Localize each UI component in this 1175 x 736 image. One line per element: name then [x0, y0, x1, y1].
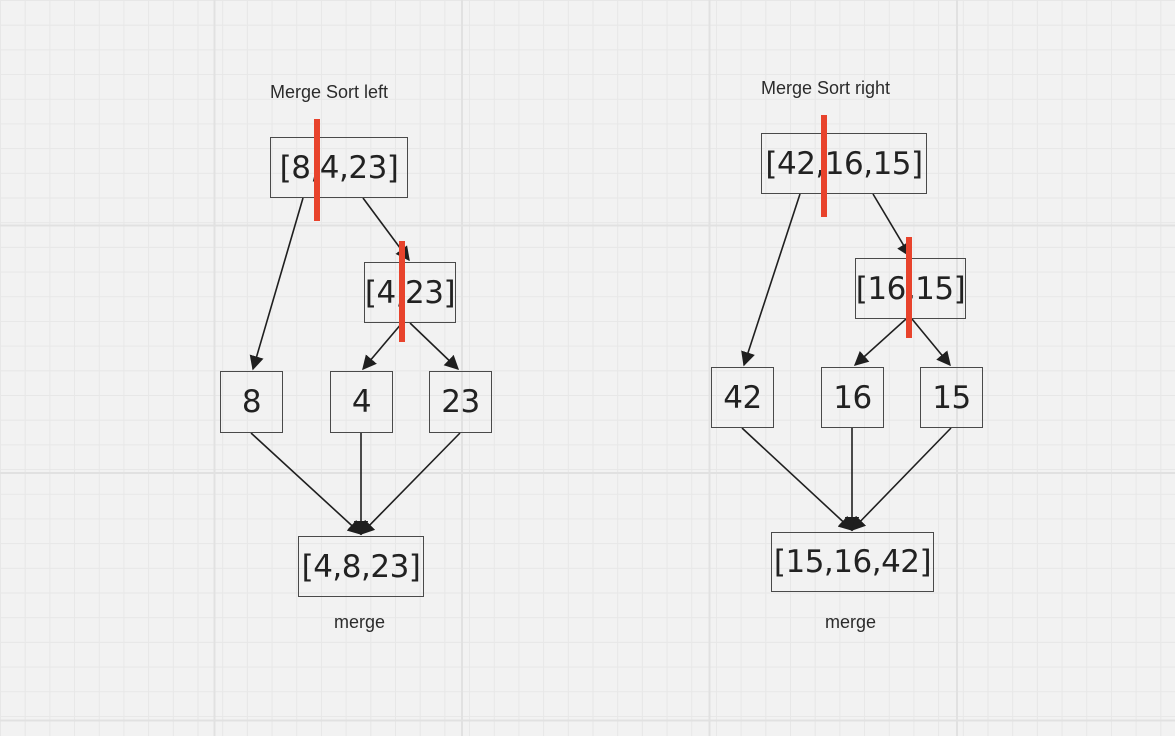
edge-left-split-to-leaf-4: [362, 322, 403, 371]
edge-right-leaf-15-to-result: [850, 427, 952, 532]
edge-right-split-to-leaf-16: [853, 318, 907, 366]
left-root-node[interactable]: [8,4,23]: [270, 137, 408, 198]
edge-right-split-to-leaf-15: [911, 318, 951, 367]
edge-left-root-to-leaf-8: [249, 197, 304, 371]
left-leaf-node-8[interactable]: 8: [220, 371, 283, 433]
right-result-node[interactable]: [15,16,42]: [771, 532, 934, 592]
edge-left-leaf-8-to-result: [250, 432, 363, 535]
edge-right-root-to-leaf-42: [741, 193, 801, 367]
edge-right-leaf-42-to-result: [741, 427, 854, 531]
right-leaf-node-16[interactable]: 16: [821, 367, 884, 428]
right-merge-label: merge: [825, 612, 877, 632]
edge-left-split-to-leaf-23: [409, 322, 460, 370]
right-tree-title: Merge Sort right: [761, 78, 891, 98]
left-root-split-marker[interactable]: [314, 119, 320, 221]
left-split-marker[interactable]: [399, 241, 405, 342]
right-root-split-marker[interactable]: [821, 115, 827, 217]
left-split-node[interactable]: [4,23]: [364, 262, 456, 323]
right-root-node[interactable]: [42,16,15]: [761, 133, 927, 194]
left-tree-title: Merge Sort left: [270, 82, 389, 102]
edge-right-root-to-split: [872, 193, 911, 258]
right-split-marker[interactable]: [906, 237, 912, 338]
right-leaf-node-42[interactable]: 42: [711, 367, 774, 428]
right-leaf-node-15[interactable]: 15: [920, 367, 983, 428]
left-leaf-node-23[interactable]: 23: [429, 371, 492, 433]
left-result-node[interactable]: [4,8,23]: [298, 536, 424, 597]
edge-left-leaf-23-to-result: [359, 432, 461, 536]
left-leaf-node-4[interactable]: 4: [330, 371, 393, 433]
left-merge-label: merge: [334, 612, 386, 632]
